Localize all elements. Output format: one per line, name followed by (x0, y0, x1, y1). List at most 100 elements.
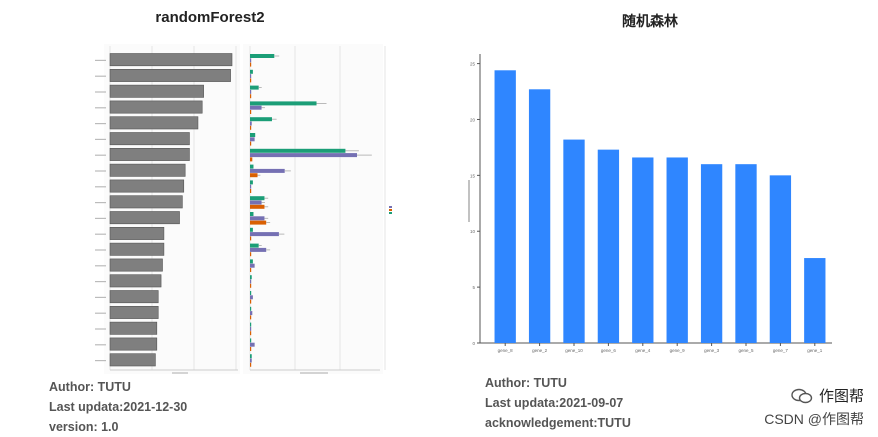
class-bar-orange (250, 236, 252, 241)
right-meta: Author: TUTU Last updata:2021-09-07 ackn… (485, 373, 631, 433)
class-bar-green (250, 196, 265, 201)
class-bar-purple (250, 89, 252, 94)
class-bar-purple (250, 342, 255, 347)
class-bar-purple (250, 216, 265, 221)
class-bar-purple (250, 311, 253, 316)
importance-bar (109, 100, 203, 114)
class-bar-green (250, 148, 346, 153)
y-tick-label: 15 (470, 173, 476, 178)
class-bar-purple (250, 58, 252, 63)
left-panel: randomForest2 Author: TUTU Last updata:2… (0, 0, 420, 437)
class-bar-purple (250, 200, 262, 205)
importance-bar (109, 211, 180, 225)
x-tick-label: gene_2 (532, 348, 548, 353)
class-bar-purple (250, 263, 255, 268)
class-bar-green (250, 54, 275, 58)
chart-title-right: 随机森林 (622, 13, 678, 29)
class-bar-orange (250, 110, 252, 114)
importance-bar (109, 353, 156, 367)
importance-bar (109, 53, 233, 67)
class-bar-orange (250, 94, 252, 99)
right-chart: 0 5 10 15 20 25 gene_8 gene_2 gene_10 gene_6 gene_… (468, 54, 832, 353)
importance-bar (109, 321, 158, 335)
last-update-text: Last updata:2021-12-30 (49, 400, 188, 414)
chart-title-left: randomForest2 (155, 9, 265, 26)
bar (769, 175, 792, 343)
class-bar-purple (250, 105, 262, 110)
importance-bar (109, 116, 199, 130)
class-bar-purple (250, 184, 252, 189)
class-bar-green (250, 227, 253, 232)
class-bar-orange (250, 62, 252, 67)
y-tick-label: 20 (470, 117, 476, 122)
importance-bar (109, 69, 231, 82)
class-bar-orange (250, 331, 252, 336)
y-tick-label: 25 (470, 62, 476, 67)
class-bar-green (250, 291, 252, 295)
bar (528, 89, 551, 343)
class-bar-orange (250, 157, 253, 162)
class-bar-green (250, 212, 254, 216)
importance-bar (109, 179, 185, 193)
y-tick-label: 5 (472, 285, 475, 290)
left-chart (95, 44, 392, 374)
class-bar-green (250, 69, 253, 74)
class-bar-orange (250, 315, 252, 320)
author-text: Author: TUTU (49, 380, 131, 394)
class-bar-green (250, 133, 256, 137)
class-bar-purple (250, 358, 252, 363)
bar (666, 157, 688, 343)
class-bar-green (250, 322, 252, 327)
class-bar-orange (250, 125, 252, 130)
importance-bar (109, 274, 162, 288)
x-tick-label: gene_3 (704, 348, 720, 353)
importance-bar (109, 290, 159, 304)
class-bar-orange (250, 189, 252, 193)
class-bar-green (250, 164, 254, 169)
x-tick-label: gene_1 (807, 348, 823, 353)
x-tick-label: gene_7 (773, 348, 789, 353)
wechat-icon (791, 388, 813, 403)
class-bar-green (250, 85, 259, 90)
class-bar-orange (250, 299, 252, 304)
author-text: Author: TUTU (485, 376, 567, 390)
class-bar-orange (250, 141, 252, 146)
left-meta: Author: TUTU Last updata:2021-12-30 vers… (49, 377, 187, 437)
class-bar-green (250, 275, 252, 280)
legend-swatch (389, 212, 392, 214)
class-bar-green (250, 101, 317, 106)
class-bar-orange (250, 78, 252, 83)
class-bar-orange (250, 362, 252, 367)
class-bar-orange (250, 252, 252, 257)
bar (597, 149, 620, 343)
class-bar-purple (250, 137, 255, 142)
class-bar-green (250, 338, 252, 343)
class-bar-purple (250, 326, 252, 331)
last-update-text: Last updata:2021-09-07 (485, 396, 624, 410)
importance-bar (109, 195, 183, 209)
class-bar-purple (250, 247, 267, 252)
class-bar-purple (250, 121, 252, 126)
watermark: 作图帮 CSDN @作图帮 (764, 385, 864, 429)
class-bar-orange (250, 220, 267, 225)
class-bar-green (250, 306, 252, 311)
importance-bar (109, 227, 165, 240)
x-tick-label: gene_9 (670, 348, 686, 353)
left-plot2-bg (243, 44, 383, 374)
class-bar-orange (250, 268, 252, 272)
bar (563, 139, 585, 343)
x-tick-label: gene_8 (498, 348, 514, 353)
x-tick-label: gene_5 (738, 348, 754, 353)
bar (700, 164, 723, 343)
x-tick-label: gene_4 (635, 348, 651, 353)
importance-bar (109, 84, 204, 98)
importance-bar (109, 242, 165, 256)
class-bar-orange (250, 283, 252, 288)
bar (735, 164, 757, 343)
x-tick-label: gene_6 (601, 348, 617, 353)
bar (632, 157, 654, 343)
importance-bar (109, 163, 186, 177)
legend-swatch (389, 206, 392, 208)
legend-swatch (389, 209, 392, 211)
class-bar-orange (250, 173, 258, 178)
